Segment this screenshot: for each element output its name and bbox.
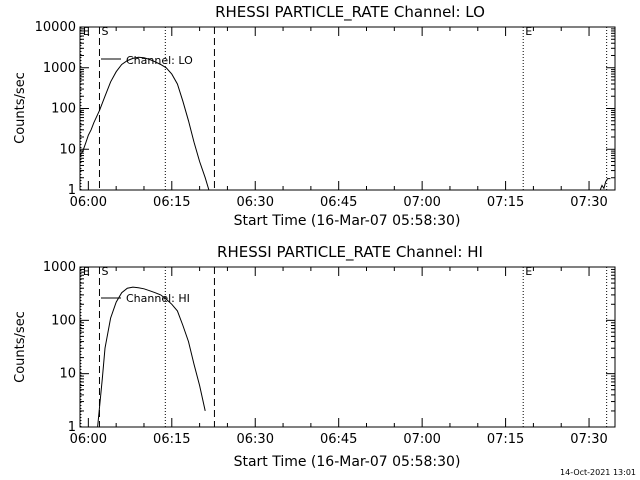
plot-frame: [79, 26, 616, 191]
y-axis-label: Counts/sec: [13, 311, 28, 383]
x-tick-label: 06:00: [70, 432, 107, 447]
series-line: [97, 286, 206, 428]
x-tick-label: 06:45: [320, 195, 357, 210]
y-tick-label: 100: [51, 313, 76, 328]
x-axis-label: Start Time (16-Mar-07 05:58:30): [234, 454, 461, 470]
marker-label: E: [525, 25, 532, 38]
marker-label: E: [83, 265, 90, 278]
series-group: [97, 286, 206, 428]
marker-label: E: [525, 265, 532, 278]
y-tick-label: 1000: [43, 61, 76, 76]
x-axis-label: Start Time (16-Mar-07 05:58:30): [234, 213, 461, 229]
chart-title: RHESSI PARTICLE_RATE Channel: HI: [217, 243, 483, 262]
legend-label: Channel: LO: [126, 54, 193, 67]
x-tick-label: 06:30: [237, 432, 274, 447]
marker-label: E: [83, 25, 90, 38]
x-tick-label: 06:30: [237, 195, 274, 210]
footer-timestamp: 14-Oct-2021 13:01: [560, 468, 636, 477]
x-tick-label: 07:30: [570, 432, 607, 447]
y-axis: 1 10 100 1000: [43, 260, 615, 435]
chart-panel-lo: RHESSI PARTICLE_RATE Channel: LO 1101001…: [13, 3, 616, 229]
legend: Channel: LO: [101, 54, 193, 67]
chart-title: RHESSI PARTICLE_RATE Channel: LO: [215, 3, 485, 22]
y-axis-label: Counts/sec: [13, 72, 28, 144]
y-tick-label: 10: [59, 367, 76, 382]
marker-label: S: [101, 265, 108, 278]
series-line: [599, 178, 611, 191]
y-tick-label: 10: [59, 142, 76, 157]
x-tick-label: 07:15: [487, 432, 524, 447]
chart-panel-hi: RHESSI PARTICLE_RATE Channel: HI 1101001…: [13, 243, 616, 470]
y-tick-label: 100: [51, 102, 76, 117]
x-tick-label: 06:45: [320, 432, 357, 447]
x-tick-label: 06:15: [153, 432, 190, 447]
x-tick-label: 06:00: [70, 195, 107, 210]
x-tick-label: 07:00: [403, 195, 440, 210]
y-tick-label: 1: [68, 183, 76, 198]
series-line: [79, 56, 210, 191]
series-group: [79, 56, 611, 191]
marker-label: S: [101, 25, 108, 38]
x-axis: 06:00 06:15 06:30 06:45 07:00 07:15 07:30: [70, 27, 608, 210]
x-tick-label: 07:30: [570, 195, 607, 210]
plot-frame: [79, 266, 616, 428]
x-tick-label: 07:15: [487, 195, 524, 210]
x-tick-label: 06:15: [153, 195, 190, 210]
x-tick-label: 07:00: [403, 432, 440, 447]
x-axis: 06:00 06:15 06:30 06:45 07:00 07:15 07:30: [70, 267, 608, 447]
y-tick-label: 1000: [43, 260, 76, 275]
y-tick-label: 10000: [35, 20, 76, 35]
y-tick-label: 1: [68, 420, 76, 435]
legend: Channel: HI: [101, 292, 190, 305]
legend-label: Channel: HI: [126, 292, 190, 305]
y-axis: 1 10 100 1000 10000: [35, 20, 615, 198]
